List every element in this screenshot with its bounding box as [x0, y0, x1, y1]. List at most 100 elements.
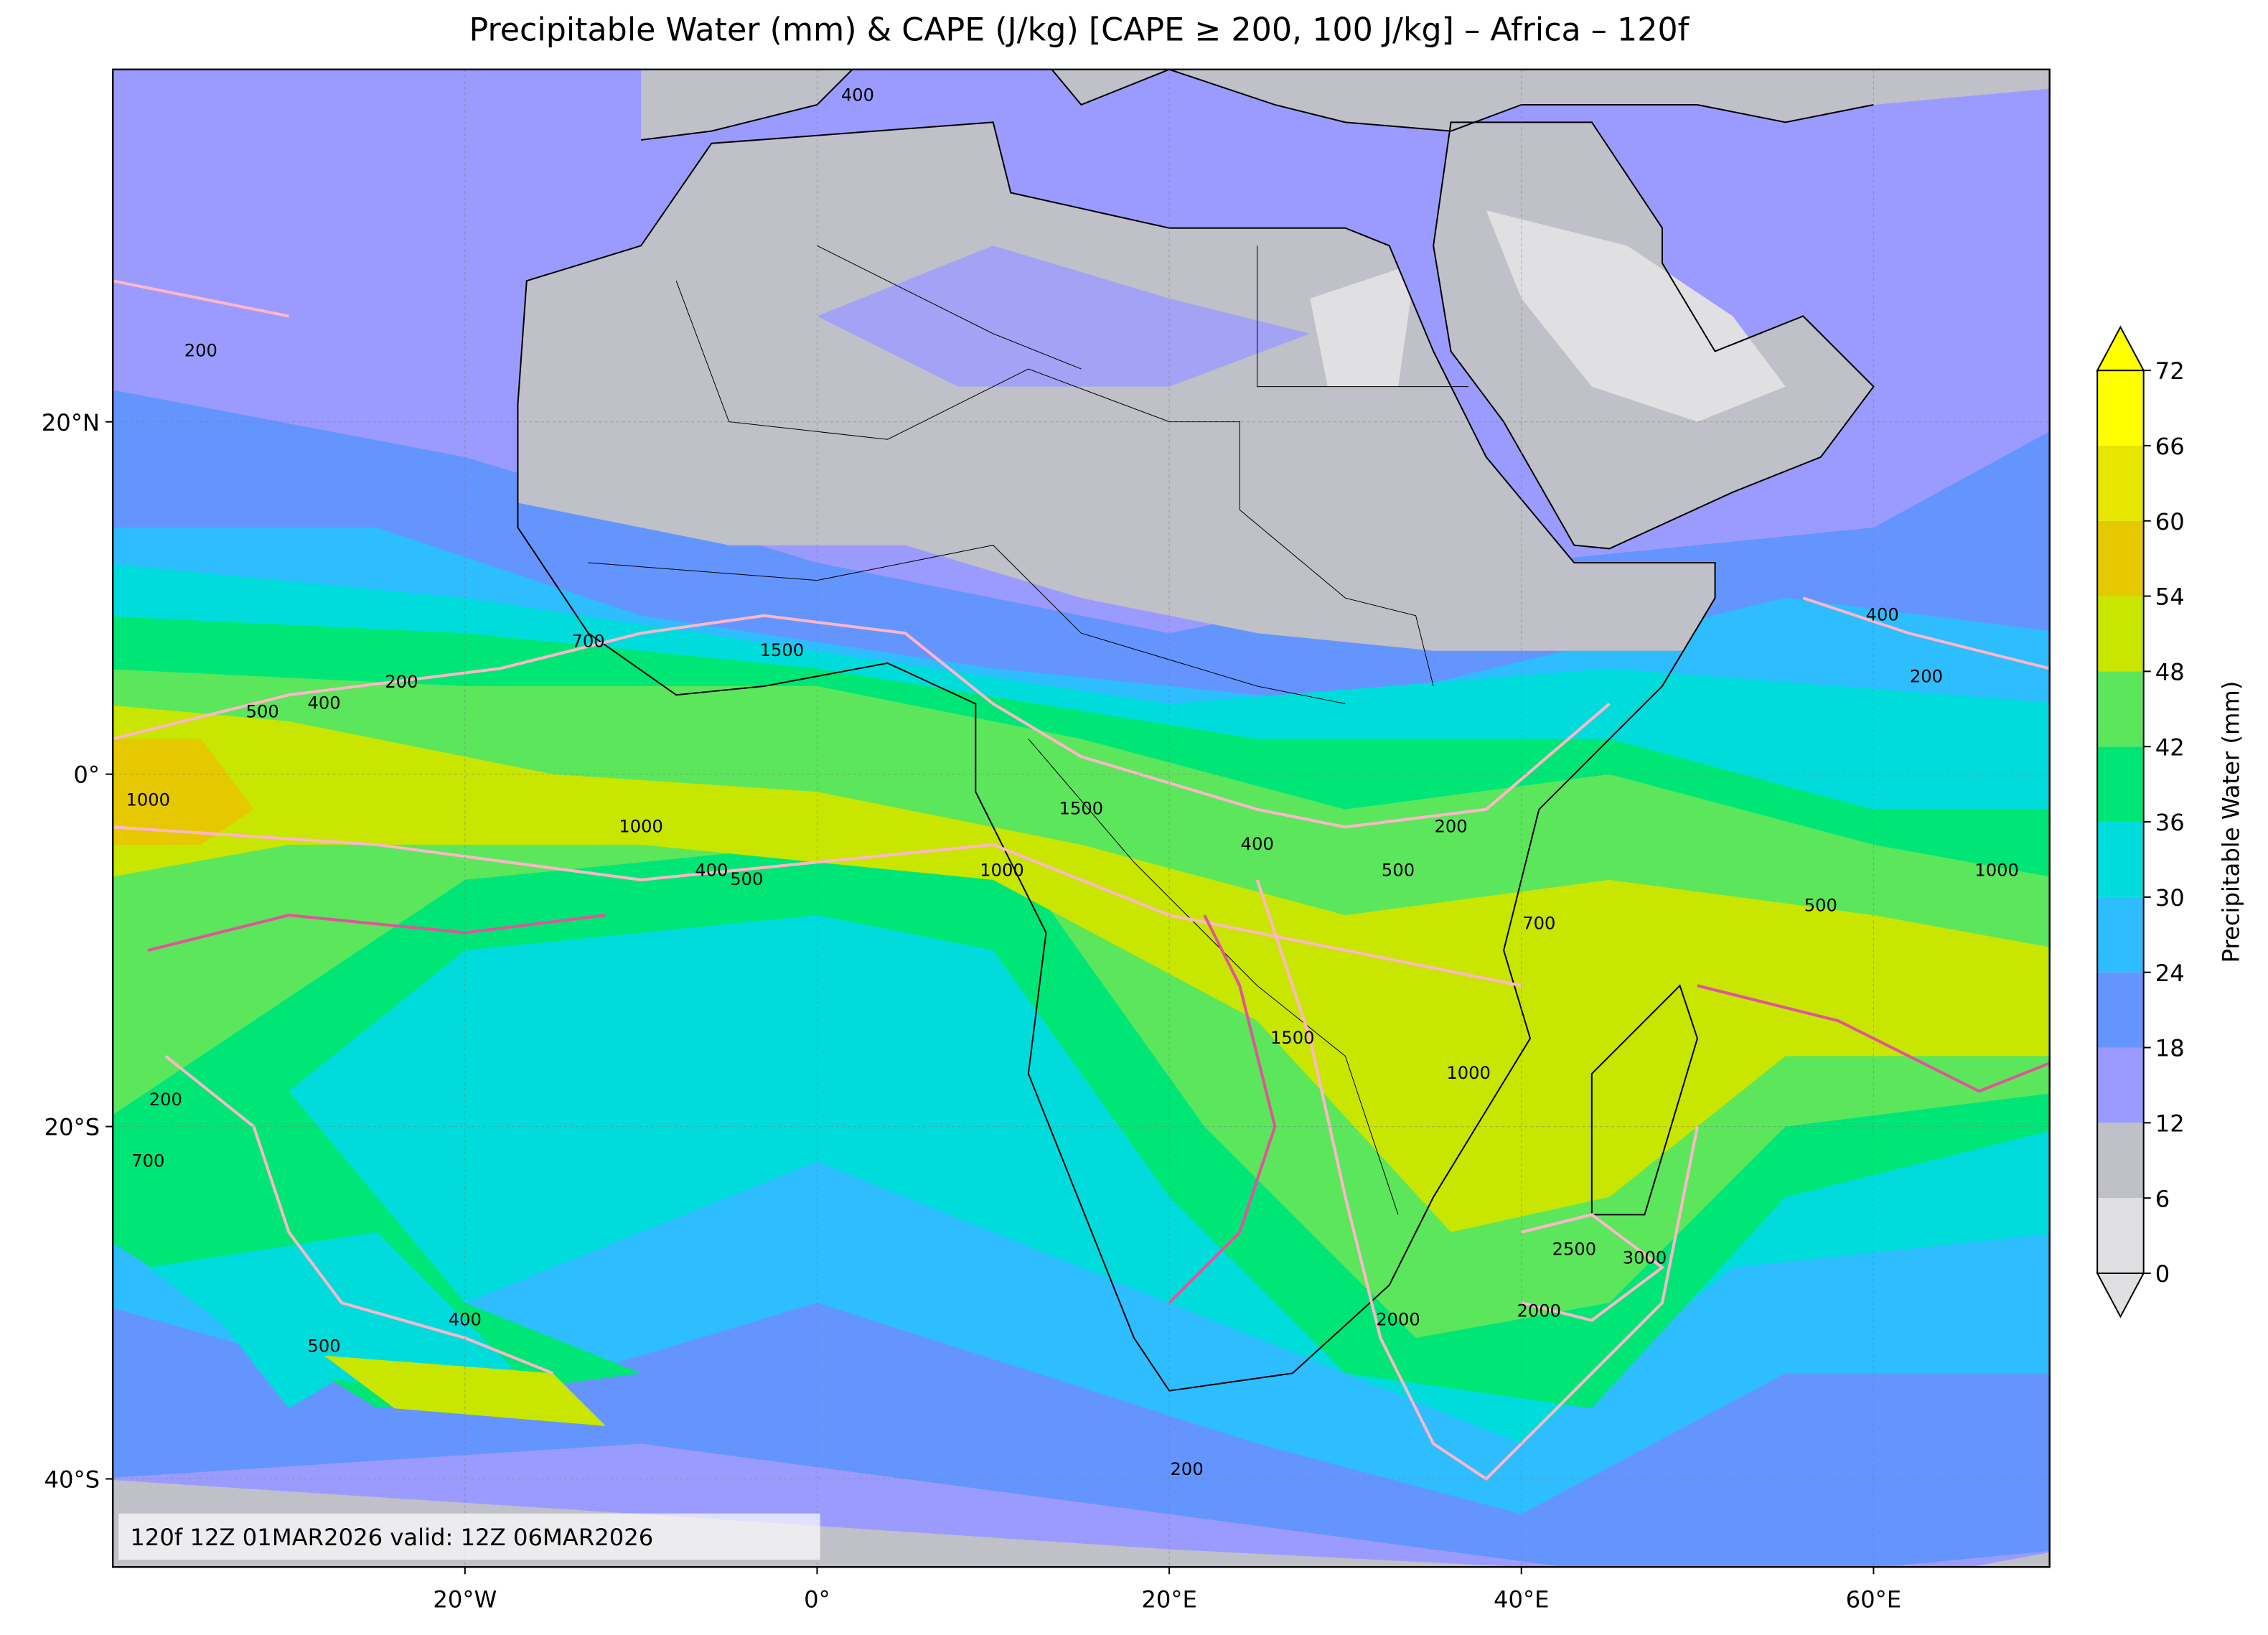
- border: [675, 281, 1434, 687]
- colorbar-segment: [2097, 1198, 2144, 1274]
- x-tick-label: 20°E: [1141, 1586, 1197, 1613]
- coastline: [641, 69, 1874, 141]
- colorbar-tick-label: 60: [2155, 508, 2185, 535]
- colorbar-segment: [2097, 822, 2144, 897]
- contour-label: 2000: [1376, 1310, 1420, 1330]
- cape-contour: [113, 825, 1522, 988]
- dry-field: [1486, 210, 1786, 422]
- contour-label: 1500: [1059, 799, 1104, 819]
- colorbar-tick-label: 72: [2155, 357, 2185, 385]
- cape-contour: [147, 914, 606, 952]
- border: [1028, 739, 1399, 1215]
- cape-contour: [1255, 879, 1699, 1481]
- dry-field: [817, 245, 1311, 387]
- y-tick-label: 0°: [73, 762, 100, 789]
- x-tick-label: 0°: [804, 1586, 830, 1613]
- border: [588, 545, 1346, 705]
- contour-label: 1000: [619, 816, 663, 836]
- cape-contour: [113, 279, 289, 318]
- colorbar-tick-label: 54: [2155, 584, 2185, 611]
- contour-label: 500: [246, 702, 279, 722]
- contour-label: 3000: [1623, 1248, 1667, 1268]
- contour-label: 1000: [1446, 1063, 1491, 1083]
- pw-field: [113, 739, 254, 845]
- annotation-box: [118, 1513, 820, 1560]
- coastline: [1590, 984, 1699, 1216]
- colorbar-segment: [2097, 746, 2144, 823]
- colorbar-tick-label: 36: [2155, 809, 2185, 836]
- contour-label: 400: [1241, 834, 1274, 854]
- colorbar-segment: [2097, 1047, 2144, 1123]
- contour-label: 500: [1804, 896, 1837, 916]
- colorbar-tick-label: 0: [2155, 1260, 2170, 1288]
- plot-frame: [111, 68, 2051, 1568]
- contour-label: 1000: [980, 861, 1024, 881]
- dry-field: [1310, 263, 1416, 387]
- colorbar-tick-label: 18: [2155, 1035, 2185, 1062]
- contour-label: 700: [1522, 913, 1555, 933]
- border: [817, 245, 1082, 370]
- contour-label: 1500: [1270, 1028, 1315, 1048]
- cape-contour: [164, 1054, 554, 1375]
- colorbar-segment: [2097, 1123, 2144, 1199]
- contour-label: 200: [385, 672, 418, 692]
- colorbar-tick-label: 48: [2155, 658, 2185, 685]
- pw-field: [113, 705, 2050, 1232]
- colorbar-frame: [2096, 370, 2145, 1275]
- contour-label: 200: [1171, 1459, 1204, 1479]
- contour-label: 1000: [1974, 861, 2019, 881]
- contour-label: 200: [149, 1090, 182, 1110]
- coastline: [1433, 121, 1875, 550]
- contour-label: 2500: [1552, 1239, 1597, 1259]
- cape-contour: [1521, 1213, 1665, 1322]
- dry-field: [517, 122, 1715, 651]
- colorbar-label: Precipitable Water (mm): [2218, 681, 2245, 963]
- colorbar-tick-label: 30: [2155, 884, 2185, 912]
- colorbar-segment: [2097, 520, 2144, 596]
- contour-label: 200: [1435, 816, 1468, 836]
- colorbar-segment: [2097, 671, 2144, 747]
- contour-label: 400: [841, 85, 874, 106]
- contour-label: 400: [308, 693, 341, 713]
- contour-label: 200: [1910, 667, 1943, 687]
- pw-field: [148, 1232, 553, 1409]
- chart-title: Precipitable Water (mm) & CAPE (J/kg) [C…: [469, 11, 1690, 48]
- colorbar-segment: [2097, 370, 2144, 446]
- contour-label: 500: [730, 869, 763, 889]
- colorbar-segment: [2097, 445, 2144, 521]
- contour-label: 2000: [1517, 1301, 1562, 1321]
- cape-contour: [1697, 984, 2050, 1093]
- y-tick-label: 40°S: [44, 1466, 100, 1494]
- coastline: [517, 121, 1716, 1392]
- colorbar-segment: [2097, 896, 2144, 973]
- contour-label: 700: [131, 1151, 164, 1171]
- cape-contour: [1168, 914, 1277, 1304]
- colorbar-tick-label: 12: [2155, 1110, 2185, 1137]
- x-tick-label: 60°E: [1846, 1586, 1902, 1613]
- contour-label: 700: [571, 632, 604, 652]
- y-tick-label: 20°N: [42, 409, 100, 436]
- contour-label: 400: [1866, 605, 1899, 625]
- colorbar-segment: [2097, 972, 2144, 1048]
- x-tick-label: 40°E: [1494, 1586, 1550, 1613]
- colorbar-tick-label: 42: [2155, 734, 2185, 761]
- annotation: 120f 12Z 01MAR2026 valid: 12Z 06MAR2026: [130, 1524, 653, 1551]
- contour-label: 1000: [126, 790, 171, 810]
- contour-label: 200: [184, 341, 217, 361]
- contour-label: 500: [1382, 861, 1415, 881]
- border: [1257, 245, 1469, 388]
- cape-contour: [1802, 596, 2050, 670]
- contour-label: 400: [695, 861, 728, 881]
- colorbar-tick-label: 6: [2155, 1185, 2170, 1212]
- colorbar-segment: [2097, 596, 2144, 672]
- x-tick-label: 20°W: [433, 1586, 497, 1613]
- colorbar-tick-label: 24: [2155, 960, 2185, 987]
- contour-label: 1500: [760, 640, 805, 660]
- contour-label: 500: [308, 1336, 341, 1356]
- colorbar-tick-label: 66: [2155, 433, 2185, 460]
- y-tick-label: 20°S: [44, 1114, 100, 1141]
- dry-field: [641, 69, 2050, 140]
- sahara-mask: [517, 122, 1715, 651]
